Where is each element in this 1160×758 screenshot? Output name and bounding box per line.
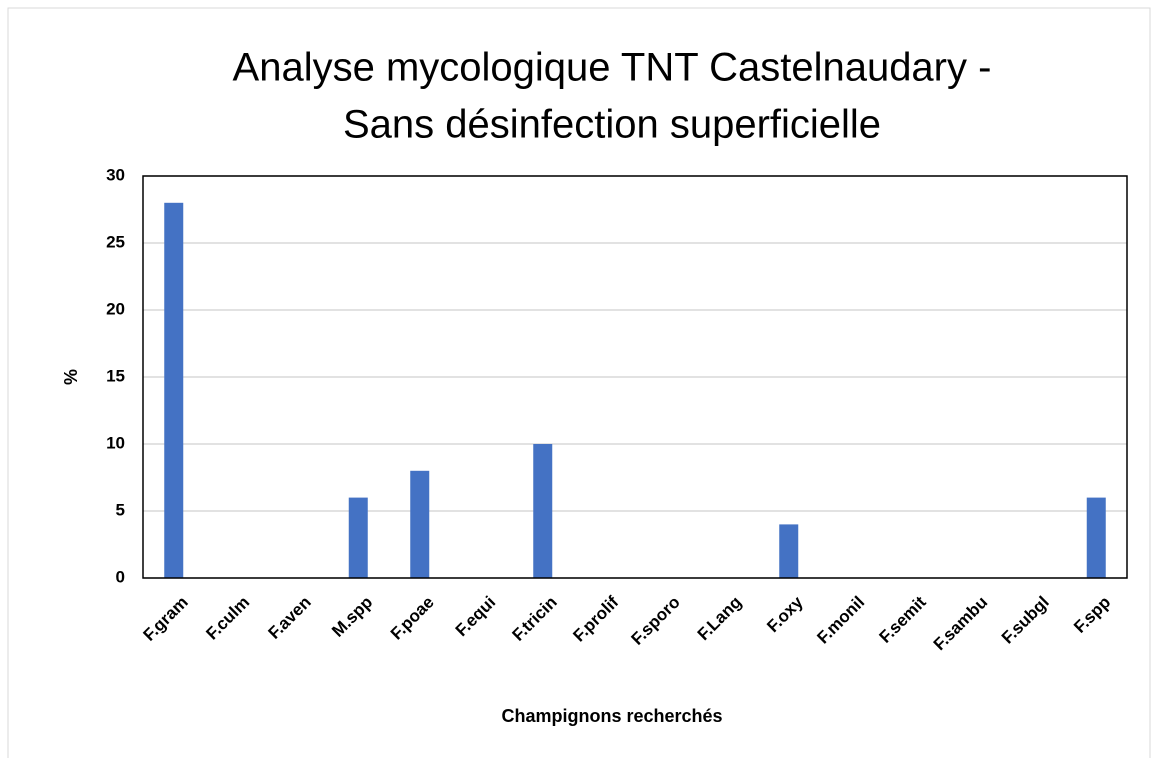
y-tick-label: 10 xyxy=(106,433,125,452)
bar xyxy=(164,202,184,579)
y-tick-label: 25 xyxy=(106,232,125,251)
bar xyxy=(410,470,430,578)
bar xyxy=(779,524,799,578)
y-tick-label: 0 xyxy=(116,567,125,586)
bar xyxy=(1086,497,1106,578)
bar xyxy=(348,497,368,578)
bar xyxy=(533,444,553,578)
chart-title: Analyse mycologique TNT Castelnaudary - xyxy=(233,46,992,90)
y-tick-label: 15 xyxy=(106,366,125,385)
y-tick-label: 30 xyxy=(106,165,125,184)
chart-border xyxy=(7,7,1151,758)
y-tick-label: 20 xyxy=(106,299,125,318)
x-axis-title: Champignons recherchés xyxy=(501,706,722,726)
y-axis-title: % xyxy=(61,369,81,385)
plot-border xyxy=(142,175,1128,579)
chart-title: Sans désinfection superficielle xyxy=(343,103,881,147)
y-tick-label: 5 xyxy=(116,500,125,519)
